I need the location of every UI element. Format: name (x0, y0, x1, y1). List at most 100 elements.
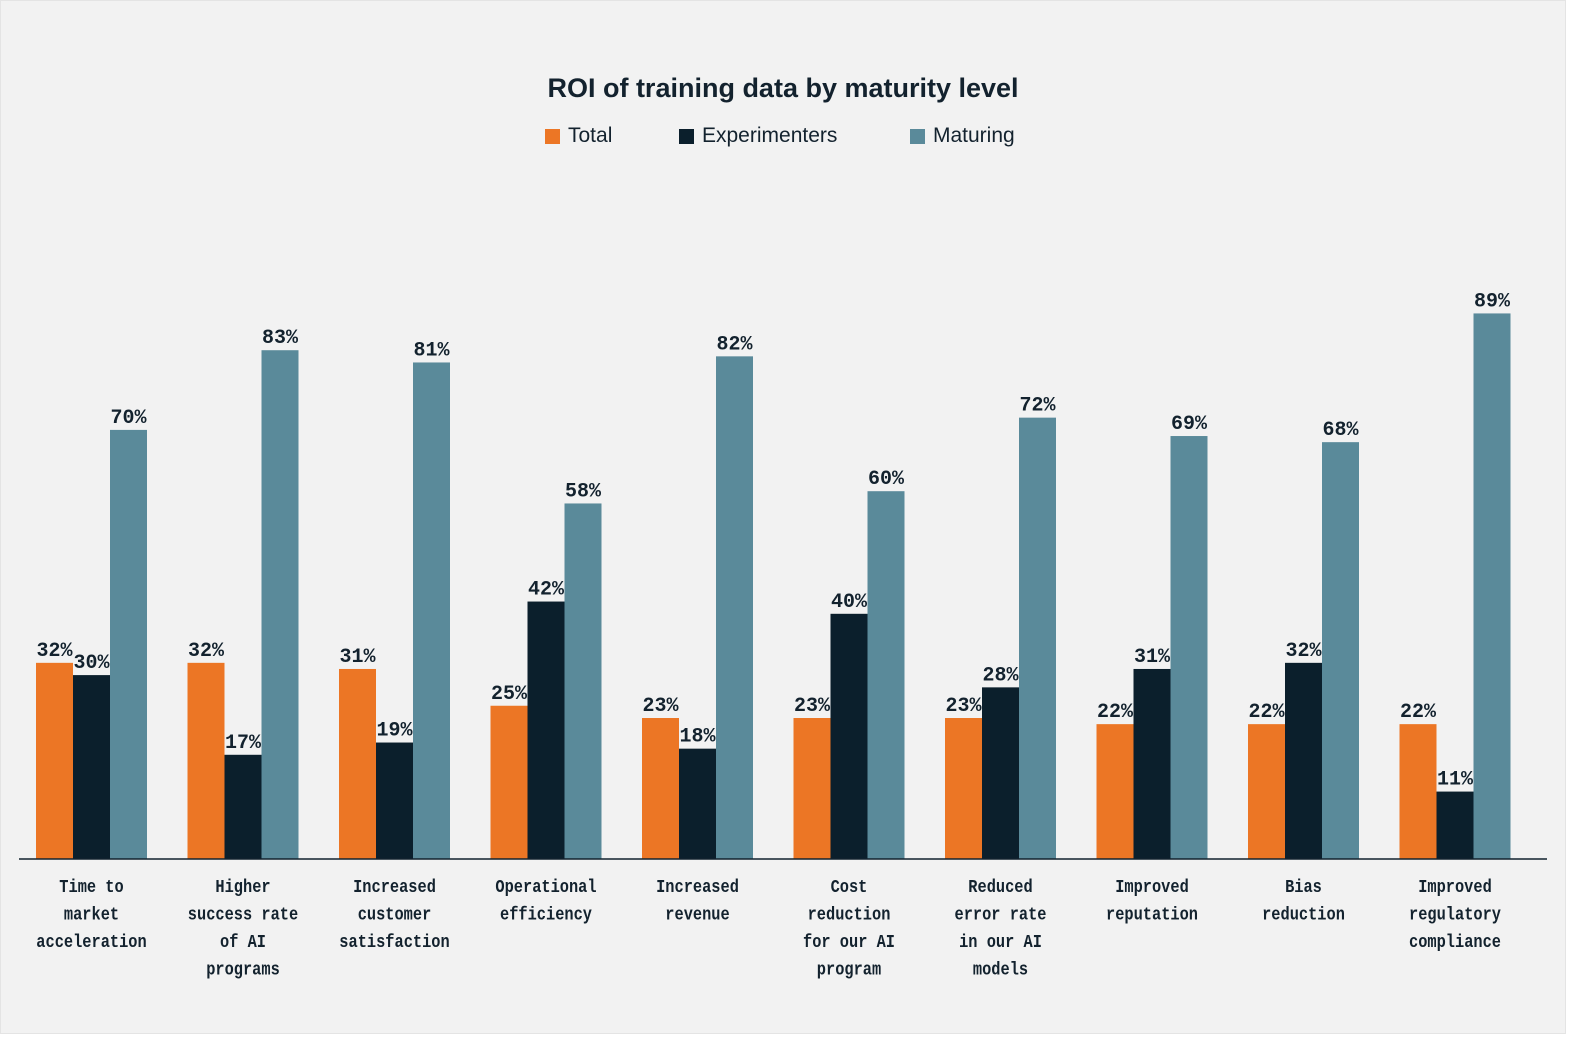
category-label: compliance (1409, 933, 1501, 953)
data-label: 18% (680, 726, 717, 749)
category-label: customer (358, 906, 432, 926)
data-label: 11% (1437, 769, 1474, 792)
category-label: reduction (1262, 906, 1345, 926)
data-label: 32% (37, 640, 74, 663)
category-label: acceleration (36, 933, 146, 953)
bar-maturing (1473, 313, 1511, 859)
category-label: regulatory (1409, 906, 1501, 926)
bar-experimenters (527, 601, 565, 859)
chart-title: ROI of training data by maturity level (547, 73, 1019, 103)
bar-experimenters (224, 754, 262, 859)
category-label: revenue (665, 906, 729, 926)
bar-total (945, 718, 982, 859)
bar-total (36, 662, 73, 859)
bar-experimenters (1133, 668, 1171, 859)
bar-total (1399, 724, 1437, 859)
data-label: 22% (1400, 701, 1437, 724)
data-label: 82% (717, 333, 754, 356)
legend-label: Total (568, 124, 613, 147)
category-label: reduction (808, 906, 891, 926)
bar-maturing (867, 491, 905, 859)
data-label: 32% (1286, 640, 1323, 663)
data-label: 23% (643, 695, 680, 718)
category-label: reputation (1106, 906, 1198, 926)
data-label: 68% (1323, 419, 1360, 442)
legend-item-maturing: Maturing (910, 124, 1015, 148)
data-label: 22% (1249, 701, 1286, 724)
category-label: Bias (1285, 878, 1322, 898)
category-label: Improved (1115, 878, 1189, 898)
bar-total (1096, 724, 1134, 859)
legend-item-experimenters: Experimenters (679, 124, 837, 148)
category-label: success rate (188, 906, 298, 926)
data-label: 25% (491, 683, 528, 706)
category-label: Increased (353, 878, 436, 898)
category-label: market (64, 906, 119, 926)
data-label: 72% (1020, 395, 1057, 418)
category-label: Operational (495, 878, 596, 898)
category-label: Cost (831, 878, 868, 898)
legend-swatch-experimenters (679, 128, 694, 144)
legend-label: Maturing (933, 124, 1015, 147)
category-label: for our AI (803, 933, 895, 953)
category-label: Improved (1418, 878, 1492, 898)
legend-item-total: Total (545, 124, 612, 148)
bar-total (1248, 724, 1285, 859)
data-label: 23% (794, 695, 831, 718)
bar-experimenters (679, 748, 716, 859)
bar-experimenters (1285, 662, 1322, 859)
data-label: 17% (225, 732, 262, 755)
category-label: of AI (220, 933, 266, 953)
data-label: 70% (111, 407, 148, 430)
legend-swatch-total (545, 128, 560, 144)
data-label: 40% (831, 591, 868, 614)
data-label: 19% (377, 720, 414, 743)
data-label: 58% (565, 480, 602, 503)
bar-maturing (564, 503, 602, 859)
bar-maturing (261, 350, 299, 859)
data-label: 31% (340, 646, 377, 669)
data-label: 89% (1474, 290, 1511, 313)
data-label: 28% (983, 664, 1020, 687)
data-label: 23% (946, 695, 983, 718)
data-label: 22% (1097, 701, 1134, 724)
bar-maturing (413, 362, 450, 859)
bar-experimenters (982, 687, 1019, 859)
data-label: 60% (868, 468, 905, 491)
bar-maturing (1170, 436, 1208, 859)
bar-total (642, 718, 679, 859)
category-label: Time to (59, 878, 123, 898)
bar-experimenters (1436, 791, 1474, 859)
bar-maturing (716, 356, 753, 859)
category-label: Higher (215, 878, 270, 898)
data-label: 81% (414, 339, 451, 362)
legend-swatch-maturing (910, 128, 925, 144)
legend-label: Experimenters (702, 124, 838, 147)
category-label: satisfaction (339, 933, 449, 953)
category-label: Reduced (968, 878, 1032, 898)
bar-total (187, 662, 225, 859)
category-label: Increased (656, 878, 739, 898)
bar-experimenters (376, 742, 413, 859)
data-label: 30% (74, 652, 111, 675)
data-label: 32% (188, 640, 225, 663)
data-label: 31% (1134, 646, 1171, 669)
data-label: 42% (528, 579, 565, 602)
bar-experimenters (830, 613, 868, 859)
bar-total (339, 668, 376, 859)
category-label: error rate (955, 906, 1047, 926)
category-label: models (973, 961, 1028, 981)
bar-maturing (1019, 417, 1056, 859)
data-label: 83% (262, 327, 299, 350)
bar-maturing (1322, 442, 1359, 859)
bar-total (490, 705, 528, 859)
category-label: programs (206, 961, 280, 981)
category-label: in our AI (959, 933, 1042, 953)
bar-total (793, 718, 831, 859)
category-label: efficiency (500, 906, 592, 926)
bar-experimenters (73, 675, 110, 859)
category-label: program (817, 961, 882, 981)
data-label: 69% (1171, 413, 1208, 436)
